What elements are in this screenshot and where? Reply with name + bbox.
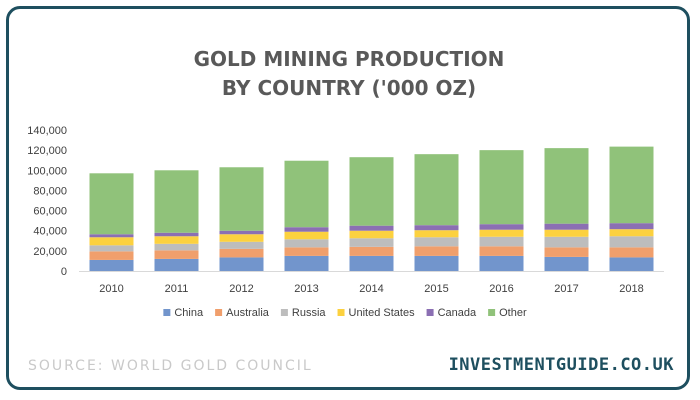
bar-segment	[154, 258, 199, 271]
bar-segment	[349, 225, 394, 231]
x-tick-label: 2010	[99, 283, 123, 295]
y-tick-label: 140,000	[27, 125, 67, 137]
bar-segment	[89, 237, 134, 246]
chart-title: GOLD MINING PRODUCTION BY COUNTRY ('000 O…	[194, 47, 505, 100]
bars	[89, 146, 654, 271]
bar-segment	[544, 256, 589, 271]
x-tick-label: 2014	[359, 283, 383, 295]
x-tick-label: 2016	[489, 283, 513, 295]
bar-segment	[154, 250, 199, 259]
bar-segment	[219, 248, 264, 258]
x-tick-label: 2013	[294, 283, 318, 295]
bar-segment	[89, 259, 134, 271]
bar-segment	[479, 255, 524, 271]
y-tick-label: 80,000	[33, 185, 67, 197]
bar-segment	[479, 150, 524, 225]
bar-segment	[609, 146, 654, 224]
bar-segment	[154, 236, 199, 244]
x-axis: 2010 2011 2012 2013 2014 2015 2016 2017 2018	[79, 271, 664, 295]
bar-segment	[609, 223, 654, 230]
bar-segment	[479, 224, 524, 230]
bar-segment	[154, 232, 199, 237]
bar-segment	[609, 229, 654, 237]
legend-label: Canada	[438, 307, 477, 319]
legend-label: United States	[349, 307, 416, 319]
bar-segment	[414, 237, 459, 247]
legend-swatch	[488, 309, 496, 316]
bar-segment	[284, 160, 329, 228]
legend-label: China	[174, 307, 204, 319]
bar-segment	[544, 247, 589, 257]
legend-label: Australia	[226, 307, 270, 319]
bar-segment	[544, 236, 589, 248]
y-tick-label: 20,000	[33, 246, 67, 258]
brand-logo[interactable]: INVESTMENTGUIDE.CO.UK	[448, 355, 674, 375]
bar-segment	[89, 251, 134, 260]
bar-segment	[544, 148, 589, 224]
bar-segment	[349, 255, 394, 271]
y-tick-label: 60,000	[33, 206, 67, 218]
bar-segment	[284, 239, 329, 248]
bar-segment	[219, 241, 264, 249]
legend-swatch	[163, 309, 171, 316]
bar-segment	[349, 238, 394, 247]
bar-segment	[284, 227, 329, 232]
bar-segment	[414, 255, 459, 271]
legend-swatch	[280, 309, 288, 316]
chart-title-line: BY COUNTRY ('000 OZ)	[222, 76, 476, 100]
bar-segment	[284, 231, 329, 240]
y-tick-label: 40,000	[33, 226, 67, 238]
bar-segment	[154, 170, 199, 233]
bar-segment	[349, 230, 394, 239]
bar-segment	[219, 167, 264, 231]
legend-label: Russia	[292, 307, 327, 319]
chart-title-line: GOLD MINING PRODUCTION	[194, 47, 505, 71]
legend: China Australia Russia United States Canada O…	[163, 307, 527, 319]
bar-segment	[609, 247, 654, 258]
bar-segment	[89, 173, 134, 235]
bar-segment	[89, 245, 134, 252]
source-note: SOURCE: WORLD GOLD COUNCIL	[28, 358, 313, 374]
legend-swatch	[337, 309, 345, 316]
bar-segment	[479, 236, 524, 247]
x-tick-label: 2018	[619, 283, 643, 295]
bar-segment	[349, 157, 394, 226]
x-tick-label: 2011	[165, 283, 189, 295]
legend-swatch	[215, 309, 223, 316]
x-tick-label: 2012	[229, 283, 253, 295]
bar-segment	[89, 234, 134, 238]
bar-segment	[414, 154, 459, 226]
bar-segment	[219, 230, 264, 235]
y-tick-label: 100,000	[27, 165, 67, 177]
bar-segment	[284, 255, 329, 271]
bar-segment	[154, 243, 199, 251]
bar-segment	[349, 246, 394, 256]
bar-segment	[544, 223, 589, 230]
x-tick-label: 2015	[424, 283, 448, 295]
bar-segment	[609, 257, 654, 271]
bar-segment	[414, 225, 459, 231]
bar-segment	[414, 246, 459, 256]
legend-label: Other	[499, 307, 527, 319]
bar-segment	[284, 247, 329, 256]
bar-segment	[609, 236, 654, 248]
bar-segment	[479, 229, 524, 237]
y-tick-label: 120,000	[27, 145, 67, 157]
bar-segment	[479, 246, 524, 256]
x-tick-label: 2017	[554, 283, 578, 295]
y-tick-label: 0	[61, 266, 67, 278]
legend-swatch	[426, 309, 434, 316]
bar-segment	[219, 257, 264, 271]
bar-segment	[414, 230, 459, 238]
bar-segment	[219, 234, 264, 242]
y-axis: 0 20,000 40,000 60,000 80,000 100,000 120,000 1…	[27, 125, 67, 278]
bar-segment	[544, 229, 589, 237]
